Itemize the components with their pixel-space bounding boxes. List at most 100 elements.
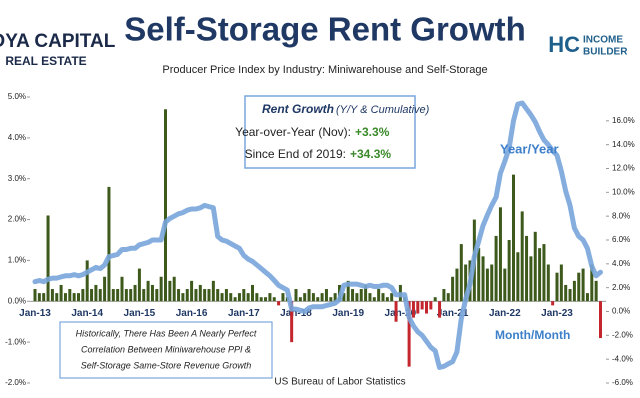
info-label: Year-over-Year (Nov): — [235, 125, 351, 139]
bar — [464, 264, 468, 302]
bar — [442, 289, 446, 302]
bar — [316, 297, 320, 302]
bar — [529, 256, 533, 302]
bar — [211, 280, 215, 302]
bar — [277, 301, 281, 306]
info-title: Rent Growth — [262, 102, 334, 116]
bar — [346, 280, 350, 302]
bar — [224, 289, 228, 302]
bar — [81, 289, 85, 302]
bar — [85, 260, 89, 302]
bar — [63, 293, 67, 302]
x-tick-label: Jan-14 — [71, 308, 103, 319]
bar — [133, 284, 137, 302]
x-tick-label: Jan-23 — [541, 308, 573, 319]
series-label: Month/Month — [495, 328, 570, 342]
bar — [298, 297, 302, 302]
x-tick-label: Jan-18 — [280, 308, 312, 319]
bar — [490, 264, 494, 302]
bar — [237, 293, 241, 302]
note: Self-Storage Same-Store Revenue Growth — [81, 360, 252, 370]
y2-tick-label: 0.0% — [612, 307, 630, 316]
y2-tick-label: 12.0% — [612, 164, 635, 173]
bar — [159, 276, 163, 302]
line — [32, 100, 603, 370]
y2-tick-label: 16.0% — [612, 116, 635, 125]
bar — [381, 293, 385, 302]
bar — [281, 293, 285, 302]
series-label: Year/Year — [500, 141, 559, 156]
bar — [368, 293, 372, 302]
bar — [342, 293, 346, 302]
bar — [568, 289, 572, 302]
bar — [525, 235, 529, 302]
bar — [290, 301, 294, 343]
bar — [498, 207, 502, 302]
bar — [233, 297, 237, 302]
bar — [294, 289, 298, 302]
bar — [520, 211, 524, 302]
bar — [420, 301, 424, 310]
bar — [533, 231, 537, 302]
bar — [259, 297, 263, 302]
bar — [146, 280, 150, 302]
bar — [137, 268, 141, 302]
y-tick-label: -2.0% — [5, 378, 26, 387]
y2-tick-label: 8.0% — [612, 211, 630, 220]
bar — [359, 289, 363, 302]
bar — [438, 301, 442, 318]
x-tick-label: Jan-19 — [332, 308, 364, 319]
bar — [255, 293, 259, 302]
bar — [111, 289, 115, 302]
bar — [46, 215, 50, 302]
bar — [320, 293, 324, 302]
bar — [311, 293, 315, 302]
bar — [481, 256, 485, 302]
bar — [142, 289, 146, 302]
bar — [559, 264, 563, 302]
bar — [94, 284, 98, 302]
note: Historically, There Has Been A Nearly Pe… — [76, 328, 257, 338]
brand-right-sub: INCOME — [583, 35, 623, 46]
chart-subtitle: Producer Price Index by Industry: Miniwa… — [162, 64, 487, 76]
bar — [581, 268, 585, 302]
bar — [216, 289, 220, 302]
info-title-note: (Y/Y & Cumulative) — [336, 104, 430, 116]
y2-tick-label: 10.0% — [612, 187, 635, 196]
bar — [246, 293, 250, 302]
bar — [251, 284, 254, 302]
bar — [355, 293, 359, 302]
y-tick-label: -1.0% — [5, 337, 26, 346]
bar — [181, 293, 185, 302]
bar — [98, 289, 102, 302]
bar — [242, 289, 246, 302]
bar — [351, 289, 355, 302]
bar — [555, 272, 559, 302]
note: Correlation Between Miniwarehouse PPI & — [81, 344, 251, 354]
y-tick-label: 1.0% — [8, 256, 26, 265]
bar — [590, 264, 594, 302]
bar — [516, 252, 520, 302]
bar — [451, 276, 455, 302]
y2-tick-label: 2.0% — [612, 283, 630, 292]
x-tick-label: Jan-20 — [385, 308, 417, 319]
bar — [90, 289, 94, 302]
bar — [272, 297, 276, 302]
bar — [507, 240, 511, 302]
bar — [324, 289, 328, 302]
plot: 5.0% 4.0% 3.0% 2.0% 1.0% 0.0% -1.0% -2.0% 16.0% 1… — [5, 92, 635, 387]
bar — [220, 293, 224, 302]
bar — [542, 244, 546, 302]
bar — [164, 109, 167, 302]
brand-left: HOYA CAPITAL — [0, 31, 116, 52]
bar — [546, 264, 550, 302]
y-tick-label: 3.0% — [8, 174, 26, 183]
y2-tick-label: -2.0% — [612, 330, 633, 339]
bar — [425, 301, 428, 314]
x-tick-label: Jan-21 — [437, 308, 469, 319]
bar — [503, 268, 507, 302]
bar — [168, 280, 172, 302]
bar — [155, 289, 159, 302]
info-value: +34.3% — [350, 147, 391, 161]
